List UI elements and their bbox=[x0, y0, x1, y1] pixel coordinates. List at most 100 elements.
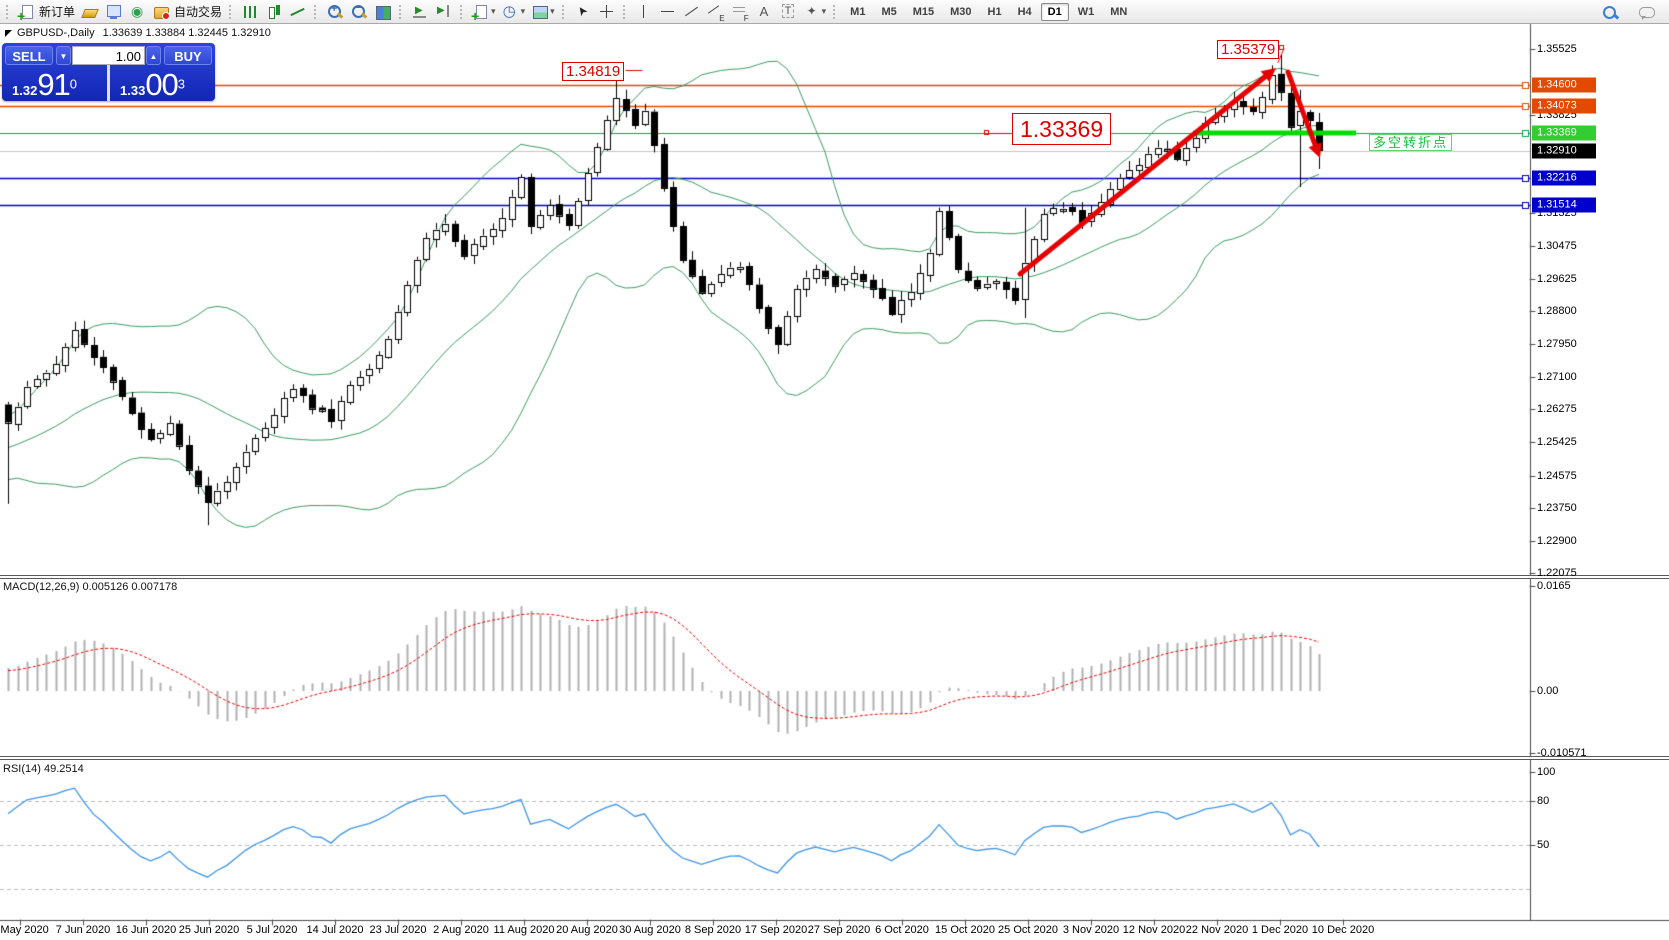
rsi-tick-100: 100 bbox=[1537, 766, 1556, 778]
toolbar-group-4: ▾ ▾ ▾ bbox=[469, 0, 558, 24]
channel-button[interactable] bbox=[705, 2, 727, 23]
chat-icon bbox=[1638, 5, 1656, 21]
date-tick: 30 Aug 2020 bbox=[619, 924, 681, 936]
sell-price[interactable]: 1.32910 bbox=[12, 67, 78, 102]
cursor-button[interactable] bbox=[572, 2, 594, 22]
horizontal-line-button[interactable] bbox=[657, 2, 679, 22]
symbol-marker-icon bbox=[5, 29, 12, 37]
price-tick-1.35525: 1.35525 bbox=[1537, 43, 1577, 55]
zoom-in-button[interactable] bbox=[324, 2, 346, 22]
toolbar-group-1 bbox=[238, 0, 310, 23]
timeframe-m15-button[interactable]: M15 bbox=[912, 5, 935, 18]
auto-trading-button[interactable]: 自动交易 bbox=[151, 2, 224, 22]
indicators-icon bbox=[471, 4, 490, 24]
new-order-icon bbox=[17, 4, 36, 24]
price-tick-1.29625: 1.29625 bbox=[1537, 272, 1577, 285]
timeframe-m30-button[interactable]: M30 bbox=[950, 5, 972, 18]
gold-button[interactable] bbox=[79, 2, 101, 22]
timeframe-m1-button[interactable]: M1 bbox=[850, 5, 866, 18]
toolbar-handle bbox=[622, 4, 628, 19]
broadcast-icon bbox=[129, 3, 147, 20]
chart-shift-button[interactable] bbox=[433, 2, 455, 22]
vertical-line-button[interactable] bbox=[633, 2, 655, 22]
volume-input[interactable]: 1.00 bbox=[72, 46, 145, 65]
macd-panel-separator[interactable] bbox=[0, 575, 1669, 579]
trendline-icon bbox=[683, 4, 701, 20]
volume-down-button[interactable]: ▼ bbox=[56, 46, 71, 65]
buy-button[interactable]: BUY bbox=[164, 46, 212, 65]
chevron-down-icon[interactable]: ▾ bbox=[550, 6, 555, 16]
bar-chart-button[interactable] bbox=[239, 2, 261, 22]
broadcast-button[interactable] bbox=[127, 2, 149, 22]
price-badge-1.31514: 1.31514 bbox=[1532, 197, 1596, 213]
gold-icon bbox=[81, 4, 99, 20]
chevron-down-icon[interactable]: ▾ bbox=[520, 6, 526, 16]
swing-high-label-1.34819[interactable]: 1.34819 bbox=[562, 62, 625, 81]
sell-button[interactable]: SELL bbox=[5, 46, 53, 65]
tile-windows-button[interactable] bbox=[372, 2, 394, 22]
date-tick: 8 Sep 2020 bbox=[684, 924, 742, 936]
toolbar-group-2 bbox=[323, 0, 395, 23]
search-button[interactable] bbox=[1600, 3, 1622, 23]
zoom-out-button[interactable] bbox=[348, 2, 370, 22]
chevron-down-icon[interactable]: ▾ bbox=[821, 6, 827, 16]
search-icon bbox=[1602, 5, 1620, 21]
auto-scroll-icon bbox=[411, 4, 429, 20]
toolbar-handle bbox=[460, 4, 465, 19]
price-tick-1.22075: 1.22075 bbox=[1537, 567, 1577, 579]
templates-icon bbox=[531, 4, 549, 20]
sell-price-big: 91 bbox=[37, 67, 70, 102]
chat-button[interactable] bbox=[1636, 3, 1658, 23]
swing-high-label-1.35379[interactable]: 1.35379 bbox=[1217, 40, 1280, 59]
rsi-panel-separator[interactable] bbox=[0, 756, 1669, 760]
buy-price[interactable]: 1.33003 bbox=[120, 67, 185, 102]
new-order-label: 新订单 bbox=[39, 5, 76, 19]
fibonacci-icon bbox=[731, 4, 749, 23]
crosshair-button[interactable] bbox=[596, 2, 618, 22]
timeframe-w1-button[interactable]: W1 bbox=[1077, 5, 1095, 18]
auto-scroll-button[interactable] bbox=[409, 2, 431, 22]
date-tick: 20 Aug 2020 bbox=[556, 924, 618, 936]
one-click-trade-panel: SELL ▼ 1.00 ▲ BUY 1.32910 1.33003 bbox=[2, 43, 215, 102]
horizontal-line-icon bbox=[659, 4, 677, 20]
toolbar-handle bbox=[229, 4, 234, 19]
price-tick-1.30475: 1.30475 bbox=[1537, 239, 1577, 252]
periods-button[interactable]: ▾ bbox=[500, 2, 528, 22]
toolbar-group-3 bbox=[408, 0, 456, 23]
new-order-button[interactable]: 新订单 bbox=[16, 2, 77, 24]
timeframe-m5-button[interactable]: M5 bbox=[881, 5, 897, 18]
timeframe-h1-button[interactable]: H1 bbox=[987, 5, 1002, 18]
chart-title-bar: GBPUSD-,Daily 1.33639 1.33884 1.32445 1.… bbox=[5, 27, 271, 39]
auto-trading-icon bbox=[153, 4, 171, 20]
toolbar-group-5 bbox=[571, 0, 619, 23]
pivot-note-label[interactable]: 多空转折点 bbox=[1369, 134, 1453, 151]
timeframe-d1-button[interactable]: D1 bbox=[1040, 2, 1069, 21]
volume-up-button[interactable]: ▲ bbox=[146, 46, 161, 65]
text-label-button[interactable] bbox=[777, 2, 799, 22]
rsi-tick-50: 50 bbox=[1537, 839, 1550, 851]
tile-windows-icon bbox=[374, 4, 392, 20]
timeframe-mn-button[interactable]: MN bbox=[1110, 5, 1128, 18]
arrows-button[interactable]: ▾ bbox=[801, 2, 829, 22]
text-button[interactable] bbox=[753, 2, 775, 22]
date-tick: 1 Dec 2020 bbox=[1251, 924, 1309, 936]
price-badge-1.34600: 1.34600 bbox=[1532, 77, 1596, 93]
indicators-button[interactable]: ▾ bbox=[470, 2, 498, 24]
line-chart-button[interactable] bbox=[287, 2, 309, 22]
fibonacci-button[interactable] bbox=[729, 2, 751, 23]
timeframe-h4-button[interactable]: H4 bbox=[1017, 5, 1032, 18]
periods-icon bbox=[502, 2, 520, 20]
toolbar-handle bbox=[833, 4, 838, 19]
candlestick-button[interactable] bbox=[263, 2, 285, 22]
macd-label: MACD(12,26,9) 0.005126 0.007178 bbox=[3, 581, 178, 593]
sell-price-sup: 0 bbox=[69, 76, 78, 92]
templates-button[interactable]: ▾ bbox=[529, 2, 557, 22]
pivot-price-label-1.33369[interactable]: 1.33369 bbox=[1012, 113, 1112, 145]
trendline-button[interactable] bbox=[681, 2, 703, 22]
profile-button[interactable] bbox=[103, 2, 125, 22]
bar-chart-icon bbox=[241, 4, 259, 20]
price-tick-1.22900: 1.22900 bbox=[1537, 534, 1577, 547]
chevron-down-icon[interactable]: ▾ bbox=[491, 6, 496, 16]
